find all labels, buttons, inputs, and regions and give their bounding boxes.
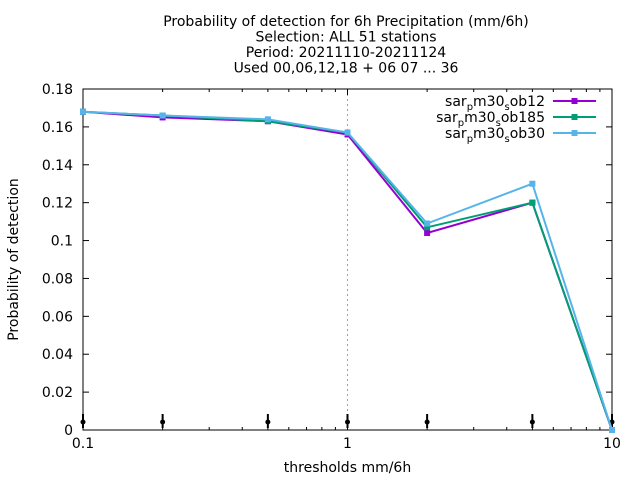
series-2-point-5	[529, 180, 536, 187]
y-tick-label-5: 0.1	[51, 234, 73, 250]
series-2-point-6	[609, 427, 615, 433]
legend-label-2: sarpm30sob30	[445, 126, 545, 145]
x-axis: 0.1 1 10	[72, 89, 621, 452]
series-2-point-4	[424, 220, 431, 227]
y-axis: 0 0.02 0.04 0.06 0.08 0.1 0.12 0.14 0.16 0.18	[42, 82, 612, 439]
y-tick-label-7: 0.14	[42, 158, 73, 174]
legend-subscript: s	[505, 134, 510, 145]
x-tick-label-2: 10	[603, 436, 621, 452]
observation-marker-dot-0	[80, 419, 86, 425]
series	[80, 108, 615, 433]
observation-marker-dot-4	[424, 419, 430, 425]
legend-marker-0	[571, 98, 578, 104]
y-axis-label: Probability of detection	[6, 178, 22, 341]
observation-marker-dot-5	[529, 419, 535, 425]
observation-marker-dot-1	[160, 419, 166, 425]
y-tick-label-8: 0.16	[42, 120, 73, 136]
y-tick-label-4: 0.08	[42, 271, 73, 287]
legend-text: sar	[445, 126, 467, 142]
legend-subscript: p	[458, 118, 464, 129]
series-0-point-4	[424, 229, 431, 236]
observation-markers	[80, 414, 615, 428]
series-1-point-5	[529, 199, 536, 206]
y-tick-label-9: 0.18	[42, 82, 73, 98]
title-line-0: Probability of detection for 6h Precipit…	[163, 14, 529, 30]
legend-text: m30	[473, 94, 504, 110]
legend-marker-2	[571, 130, 578, 136]
legend-text: m30	[464, 110, 495, 126]
y-tick-label-0: 0	[64, 423, 73, 439]
chart-title: Probability of detection for 6h Precipit…	[163, 14, 529, 77]
x-tick-label-0: 0.1	[72, 436, 94, 452]
legend-text: sar	[445, 94, 467, 110]
title-line-3: Used 00,06,12,18 + 06 07 ... 36	[234, 61, 459, 77]
legend-subscript: s	[505, 102, 510, 113]
y-tick-label-1: 0.02	[42, 385, 73, 401]
title-line-2: Period: 20211110-20211124	[246, 45, 446, 61]
y-tick-label-6: 0.12	[42, 196, 73, 212]
legend-text: ob185	[501, 110, 545, 126]
series-2-point-3	[344, 129, 351, 136]
y-tick-label-2: 0.04	[42, 347, 73, 363]
legend-marker-1	[571, 114, 578, 120]
observation-marker-dot-2	[265, 419, 271, 425]
series-2-point-2	[264, 116, 271, 123]
x-axis-label: thresholds mm/6h	[284, 460, 411, 476]
y-tick-label-3: 0.06	[42, 309, 73, 325]
title-line-1: Selection: ALL 51 stations	[255, 30, 436, 46]
legend-label-0: sarpm30sob12	[445, 94, 545, 113]
series-2-point-1	[159, 112, 166, 119]
legend-label-1: sarpm30sob185	[436, 110, 545, 129]
series-1-point-4	[424, 224, 431, 231]
legend-subscript: p	[467, 102, 473, 113]
legend-text: sar	[436, 110, 458, 126]
legend-text: ob30	[510, 126, 545, 142]
series-2-point-0	[80, 108, 86, 115]
legend-subscript: p	[467, 134, 473, 145]
observation-marker-dot-3	[345, 419, 350, 425]
legend-text: ob12	[510, 94, 545, 110]
x-tick-label-1: 1	[343, 436, 352, 452]
legend-text: m30	[473, 126, 504, 142]
legend-subscript: s	[496, 118, 501, 129]
